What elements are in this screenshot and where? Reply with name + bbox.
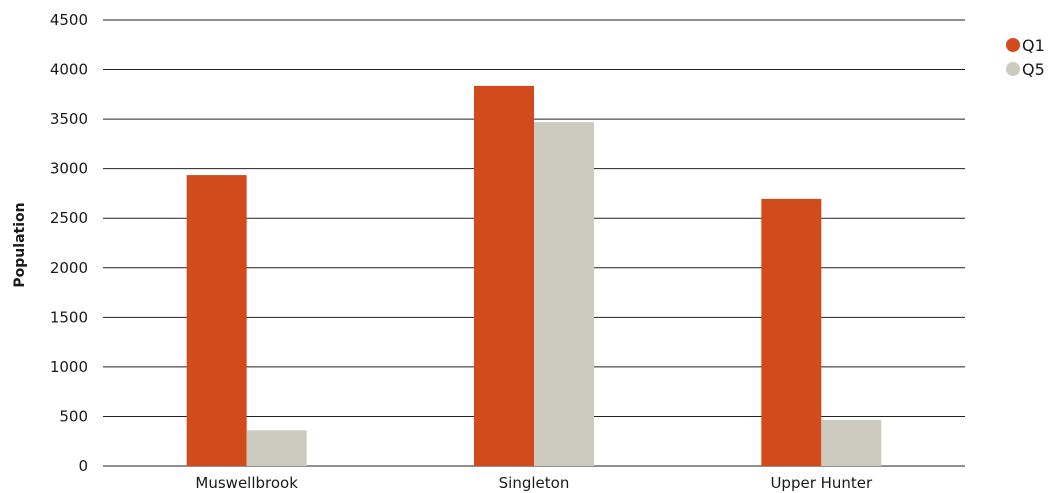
bar-q5-upper-hunter (821, 419, 882, 466)
y-tick-label: 1000 (50, 358, 88, 376)
legend-label-q5: Q5 (1022, 60, 1045, 79)
x-tick-label: Singleton (499, 474, 570, 492)
bars (186, 85, 882, 467)
x-tick-label: Upper Hunter (770, 474, 873, 492)
legend-marker-q5 (1006, 62, 1020, 76)
bar-q1-upper-hunter (761, 198, 822, 466)
y-axis-label: Population (12, 202, 28, 287)
bar-q1-singleton (474, 85, 534, 467)
y-tick-label: 1500 (50, 308, 88, 326)
y-tick-label: 3500 (50, 110, 88, 128)
y-axis-ticks: 0 500 1000 1500 2000 2500 3000 3500 4000 4500 (50, 11, 88, 475)
y-tick-label: 0 (78, 457, 88, 475)
bar-q5-muswellbrook (246, 430, 307, 466)
y-tick-label: 500 (59, 407, 88, 425)
bar-q5-singleton (534, 122, 594, 466)
legend-marker-q1 (1006, 38, 1020, 52)
legend-label-q1: Q1 (1022, 36, 1045, 55)
bar-q1-muswellbrook (186, 175, 247, 466)
y-tick-label: 2000 (50, 259, 88, 277)
y-tick-label: 4000 (50, 61, 88, 79)
x-axis-ticks: Muswellbrook Singleton Upper Hunter (195, 474, 873, 492)
x-tick-label: Muswellbrook (195, 474, 298, 492)
y-tick-label: 4500 (50, 11, 88, 29)
y-tick-label: 3000 (50, 160, 88, 178)
y-tick-label: 2500 (50, 209, 88, 227)
